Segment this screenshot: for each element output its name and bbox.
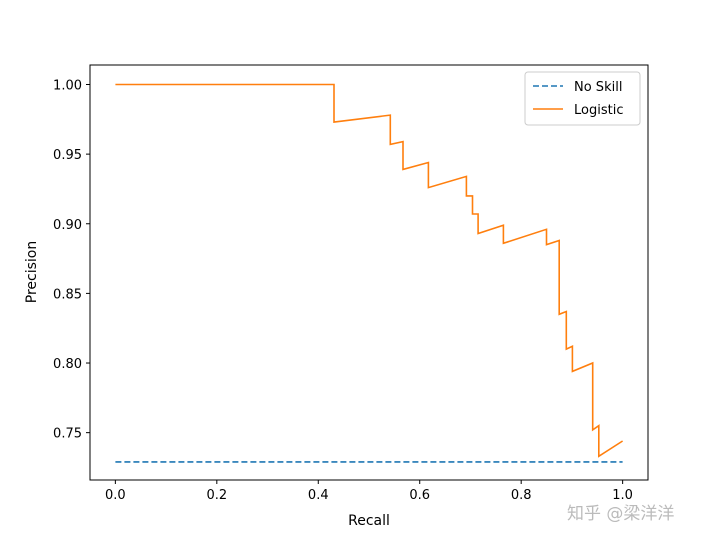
x-tick-label: 0.0	[105, 488, 126, 503]
x-axis-label: Recall	[348, 513, 390, 529]
x-tick-label: 0.4	[308, 488, 329, 503]
legend: No Skill Logistic	[524, 71, 641, 126]
plot-frame	[89, 64, 649, 481]
watermark: 知乎 @梁洋洋	[567, 504, 675, 524]
x-tick-label: 1.0	[612, 488, 633, 503]
legend-logistic-label: Logistic	[574, 103, 623, 118]
series-logistic-line	[115, 83, 624, 458]
legend-no-skill-label: No Skill	[574, 80, 622, 95]
x-tick-label: 0.2	[206, 488, 227, 503]
x-tick-label: 0.6	[409, 488, 430, 503]
y-tick-label: 0.75	[53, 427, 82, 442]
y-tick-label: 1.00	[53, 78, 82, 93]
x-tick-label: 0.8	[511, 488, 532, 503]
y-tick-label: 0.90	[53, 218, 82, 233]
y-tick-label: 0.80	[53, 357, 82, 372]
y-tick-label: 0.95	[53, 148, 82, 163]
y-axis-label: Precision	[24, 241, 40, 303]
y-tick-label: 0.85	[53, 287, 82, 302]
